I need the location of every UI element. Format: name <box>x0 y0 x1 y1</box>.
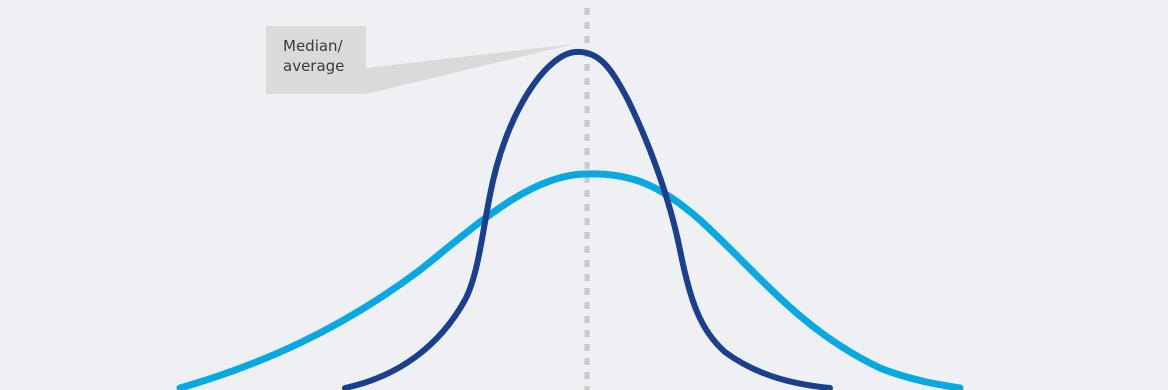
callout-box <box>266 26 366 94</box>
callout-pointer <box>366 44 574 94</box>
callout-line-2: average <box>283 57 345 75</box>
wide-distribution-curve <box>176 170 964 390</box>
narrow-distribution-curve <box>342 48 833 390</box>
median-average-callout: Median/ average <box>283 36 344 76</box>
callout-line-1: Median/ <box>283 37 343 55</box>
